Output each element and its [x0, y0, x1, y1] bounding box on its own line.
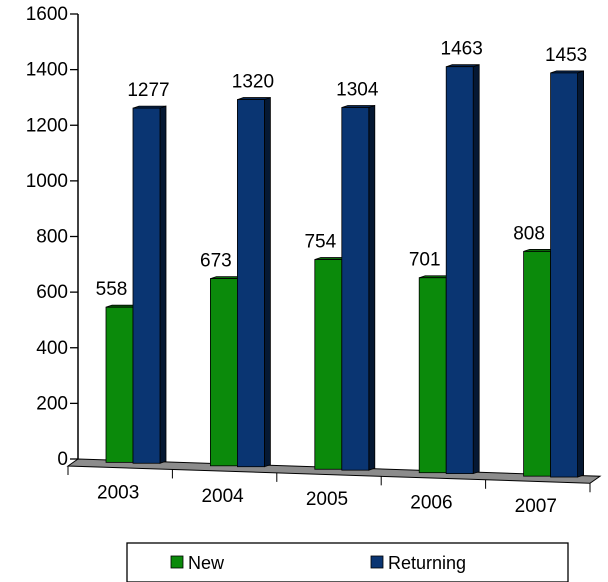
x-tick-label: 2007 [515, 496, 557, 517]
bar-side-returning [472, 64, 480, 475]
legend: New Returning [126, 542, 569, 582]
bar-returning [341, 107, 370, 471]
data-label-returning: 1453 [545, 45, 587, 66]
bar-new [418, 277, 447, 474]
bar-side-returning [159, 105, 167, 464]
bar-new [209, 278, 238, 467]
bar-returning [550, 72, 578, 478]
legend-swatch-returning [370, 555, 384, 569]
bar-returning [132, 107, 161, 464]
y-axis: 0 200 400 600 800 1000 1200 1400 1600 [26, 4, 79, 470]
bar-returning [445, 66, 474, 474]
data-label-new: 558 [96, 279, 128, 300]
y-tick-label: 600 [36, 282, 68, 303]
x-tick-label: 2006 [410, 493, 452, 514]
x-tick-label: 2004 [201, 486, 244, 507]
bar-new [105, 306, 134, 463]
legend-label-returning: Returning [388, 553, 466, 573]
x-axis-labels: 2003 2004 2005 2006 2007 [67, 466, 591, 517]
data-label-returning: 1304 [336, 79, 379, 100]
y-tick-label: 1200 [26, 115, 68, 136]
bar-side-returning [263, 97, 271, 468]
bar-side-returning [577, 70, 584, 478]
y-tick-label: 200 [36, 393, 68, 414]
y-tick-label: 800 [36, 227, 68, 248]
y-tick-label: 1400 [26, 60, 68, 81]
x-tick-label: 2005 [306, 489, 348, 510]
data-label-returning: 1463 [441, 39, 483, 60]
y-tick-label: 0 [57, 449, 68, 470]
data-label-returning: 1277 [127, 80, 169, 101]
data-label-new: 808 [513, 223, 545, 244]
legend-swatch-new [170, 555, 184, 569]
x-tick-label: 2003 [97, 482, 139, 503]
legend-label-new: New [188, 553, 225, 573]
data-label-new: 673 [200, 251, 232, 272]
y-tick-label: 400 [36, 338, 68, 359]
data-label-returning: 1320 [232, 72, 274, 93]
data-labels: 558 1277 673 1320 754 1304 701 1463 808 1453 [96, 39, 588, 300]
bar-new [314, 259, 343, 470]
bar-returning [236, 99, 265, 468]
y-tick-label: 1600 [26, 4, 68, 25]
data-label-new: 754 [304, 232, 336, 253]
bar-new [523, 251, 551, 477]
data-label-new: 701 [409, 250, 441, 271]
y-tick-label: 1000 [26, 171, 68, 192]
legend-box [126, 542, 569, 582]
bar-side-returning [368, 104, 376, 471]
bar-series-layer [105, 64, 584, 478]
